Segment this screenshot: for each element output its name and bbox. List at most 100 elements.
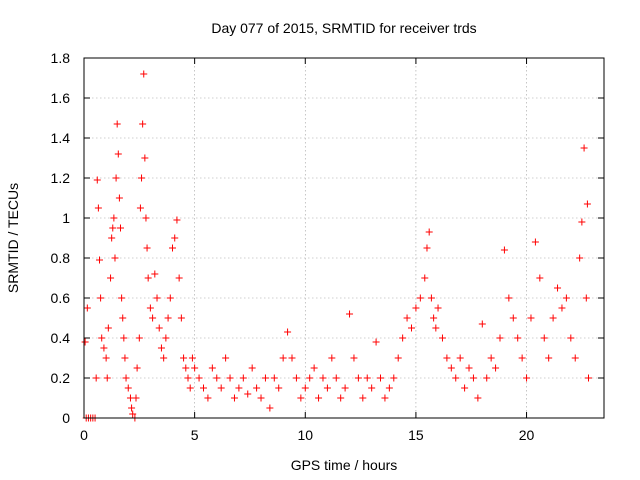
- data-point: [177, 314, 185, 322]
- x-tick-label: 10: [297, 427, 313, 443]
- data-point: [191, 364, 199, 372]
- data-point: [578, 218, 586, 226]
- y-tick-label: 1: [62, 210, 70, 226]
- data-point: [98, 334, 106, 342]
- data-point: [118, 294, 126, 302]
- data-point: [483, 374, 491, 382]
- data-point: [432, 324, 440, 332]
- data-point: [92, 374, 100, 382]
- data-point: [155, 324, 163, 332]
- data-point: [306, 374, 314, 382]
- data-point: [108, 234, 116, 242]
- data-point: [180, 354, 188, 362]
- data-point: [81, 338, 89, 346]
- data-point: [195, 374, 203, 382]
- data-point: [119, 314, 127, 322]
- data-point: [239, 374, 247, 382]
- data-point: [144, 274, 152, 282]
- y-tick-labels: 0 0.2 0.4 0.6 0.8 1 1.2 1.4 1.6 1.8: [51, 50, 71, 426]
- data-point: [562, 294, 570, 302]
- data-point: [164, 314, 172, 322]
- data-point: [328, 354, 336, 362]
- data-point: [447, 364, 455, 372]
- data-point: [288, 354, 296, 362]
- data-point: [143, 244, 151, 252]
- data-point: [162, 334, 170, 342]
- data-point: [425, 228, 433, 236]
- data-point: [500, 246, 508, 254]
- data-point: [421, 274, 429, 282]
- data-point: [319, 374, 327, 382]
- data-point: [368, 384, 376, 392]
- x-tick-label: 5: [191, 427, 199, 443]
- data-point: [124, 384, 132, 392]
- data-point: [114, 150, 122, 158]
- y-tick-label: 0.2: [51, 370, 71, 386]
- y-tick-label: 1.6: [51, 90, 71, 106]
- data-point: [146, 304, 154, 312]
- data-point: [141, 154, 149, 162]
- data-point: [456, 354, 464, 362]
- data-point: [558, 304, 566, 312]
- data-point: [173, 216, 181, 224]
- x-axis-label: GPS time / hours: [291, 457, 398, 473]
- data-point: [132, 394, 140, 402]
- data-point: [412, 304, 420, 312]
- data-point: [514, 334, 522, 342]
- data-point: [509, 314, 517, 322]
- data-point: [576, 254, 584, 262]
- data-point: [545, 354, 553, 362]
- y-tick-label: 0.8: [51, 250, 71, 266]
- data-point: [186, 384, 194, 392]
- y-tick-label: 0.4: [51, 330, 71, 346]
- data-point: [585, 374, 593, 382]
- data-point: [83, 304, 91, 312]
- data-point: [100, 344, 108, 352]
- data-point: [394, 354, 402, 362]
- data-point: [315, 394, 323, 402]
- data-point: [261, 374, 269, 382]
- data-point: [423, 244, 431, 252]
- data-point: [166, 294, 174, 302]
- data-point: [151, 270, 159, 278]
- data-point: [385, 384, 393, 392]
- data-point: [129, 410, 137, 418]
- data-point: [377, 374, 385, 382]
- data-point: [115, 194, 123, 202]
- data-point: [284, 328, 292, 336]
- data-point: [111, 254, 119, 262]
- data-point: [567, 334, 575, 342]
- data-point: [230, 394, 238, 402]
- data-point: [204, 394, 212, 402]
- data-point: [399, 334, 407, 342]
- data-point: [571, 354, 579, 362]
- data-point: [133, 364, 141, 372]
- data-point: [107, 274, 115, 282]
- data-point: [120, 334, 128, 342]
- data-point: [97, 294, 105, 302]
- data-point: [94, 204, 102, 212]
- data-point: [266, 404, 274, 412]
- data-point: [381, 394, 389, 402]
- data-point: [337, 394, 345, 402]
- data-point: [540, 334, 548, 342]
- data-point: [110, 214, 118, 222]
- data-point: [583, 200, 591, 208]
- data-point: [149, 314, 157, 322]
- data-point: [474, 394, 482, 402]
- data-point: [279, 354, 287, 362]
- data-point: [297, 394, 305, 402]
- data-point: [226, 374, 234, 382]
- data-point: [341, 384, 349, 392]
- y-tick-label: 1.8: [51, 50, 71, 66]
- data-point: [113, 120, 121, 128]
- data-point: [121, 354, 129, 362]
- data-points: [81, 70, 593, 422]
- data-point: [122, 374, 130, 382]
- data-point: [443, 354, 451, 362]
- data-point: [160, 354, 168, 362]
- data-point: [461, 384, 469, 392]
- data-point: [235, 384, 243, 392]
- data-point: [438, 334, 446, 342]
- data-point: [465, 364, 473, 372]
